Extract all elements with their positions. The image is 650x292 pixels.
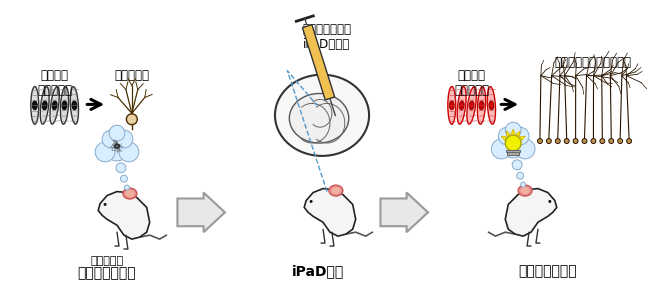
Ellipse shape xyxy=(42,101,47,110)
Polygon shape xyxy=(520,136,525,140)
Polygon shape xyxy=(505,189,557,236)
Text: 老化マウス: 老化マウス xyxy=(90,256,124,266)
Ellipse shape xyxy=(449,101,454,110)
Ellipse shape xyxy=(40,87,49,124)
Circle shape xyxy=(116,163,126,173)
Circle shape xyxy=(538,139,542,144)
Ellipse shape xyxy=(32,101,37,110)
Circle shape xyxy=(609,139,614,144)
Circle shape xyxy=(126,114,137,125)
Circle shape xyxy=(564,139,569,144)
Circle shape xyxy=(618,139,623,144)
Circle shape xyxy=(500,132,526,158)
Circle shape xyxy=(102,130,120,148)
FancyBboxPatch shape xyxy=(506,150,520,152)
Polygon shape xyxy=(98,192,150,239)
Ellipse shape xyxy=(467,87,476,124)
Polygon shape xyxy=(177,192,225,232)
Circle shape xyxy=(491,139,511,159)
Circle shape xyxy=(511,127,529,145)
Polygon shape xyxy=(506,131,510,136)
Ellipse shape xyxy=(31,86,39,124)
Polygon shape xyxy=(511,129,515,134)
Polygon shape xyxy=(302,25,335,100)
Circle shape xyxy=(512,160,522,170)
Ellipse shape xyxy=(329,185,343,196)
Circle shape xyxy=(109,125,125,141)
Polygon shape xyxy=(304,189,356,236)
Ellipse shape xyxy=(62,101,67,110)
Circle shape xyxy=(104,135,130,161)
Text: 多数のニューロンを産生: 多数のニューロンを産生 xyxy=(554,56,631,69)
Ellipse shape xyxy=(60,87,69,124)
Circle shape xyxy=(547,139,551,144)
Circle shape xyxy=(582,139,587,144)
Circle shape xyxy=(120,175,127,182)
Text: 若返った
神経幹細胞: 若返った 神経幹細胞 xyxy=(454,69,489,97)
Ellipse shape xyxy=(123,188,136,199)
Text: ニューロン: ニューロン xyxy=(114,69,150,82)
Circle shape xyxy=(505,135,521,151)
Ellipse shape xyxy=(457,87,466,124)
Ellipse shape xyxy=(448,86,456,124)
Circle shape xyxy=(573,139,578,144)
Ellipse shape xyxy=(489,101,494,110)
Ellipse shape xyxy=(52,101,57,110)
Circle shape xyxy=(499,127,516,145)
Ellipse shape xyxy=(125,190,135,197)
Circle shape xyxy=(115,130,133,148)
Circle shape xyxy=(515,139,535,159)
Circle shape xyxy=(591,139,596,144)
Ellipse shape xyxy=(289,93,349,143)
Ellipse shape xyxy=(275,75,369,156)
Text: 認知機能の改善: 認知機能の改善 xyxy=(519,264,577,278)
Text: 認知機能の低下: 認知機能の低下 xyxy=(78,266,136,280)
Ellipse shape xyxy=(521,187,530,194)
Ellipse shape xyxy=(488,87,495,124)
Circle shape xyxy=(521,182,526,187)
Ellipse shape xyxy=(469,101,474,110)
Circle shape xyxy=(103,203,107,206)
Circle shape xyxy=(505,122,521,138)
Circle shape xyxy=(555,139,560,144)
Circle shape xyxy=(549,200,551,203)
FancyBboxPatch shape xyxy=(507,152,519,155)
Ellipse shape xyxy=(477,87,486,124)
Circle shape xyxy=(517,172,524,179)
Text: 老化した
神経幹細胞: 老化した 神経幹細胞 xyxy=(37,69,72,97)
Circle shape xyxy=(309,200,313,203)
Circle shape xyxy=(627,139,632,144)
Ellipse shape xyxy=(479,101,484,110)
Circle shape xyxy=(600,139,604,144)
Polygon shape xyxy=(380,192,428,232)
Polygon shape xyxy=(516,131,520,136)
Ellipse shape xyxy=(459,101,464,110)
Ellipse shape xyxy=(50,87,59,124)
Text: 海馬歯状回への
iPaDの導入: 海馬歯状回への iPaDの導入 xyxy=(302,23,352,51)
Ellipse shape xyxy=(518,185,532,196)
Ellipse shape xyxy=(332,187,341,194)
Circle shape xyxy=(119,142,139,162)
Polygon shape xyxy=(501,136,506,140)
Ellipse shape xyxy=(72,101,77,110)
Ellipse shape xyxy=(70,87,79,124)
Text: iPaD処置: iPaD処置 xyxy=(292,264,345,278)
Circle shape xyxy=(95,142,115,162)
Circle shape xyxy=(124,185,129,190)
